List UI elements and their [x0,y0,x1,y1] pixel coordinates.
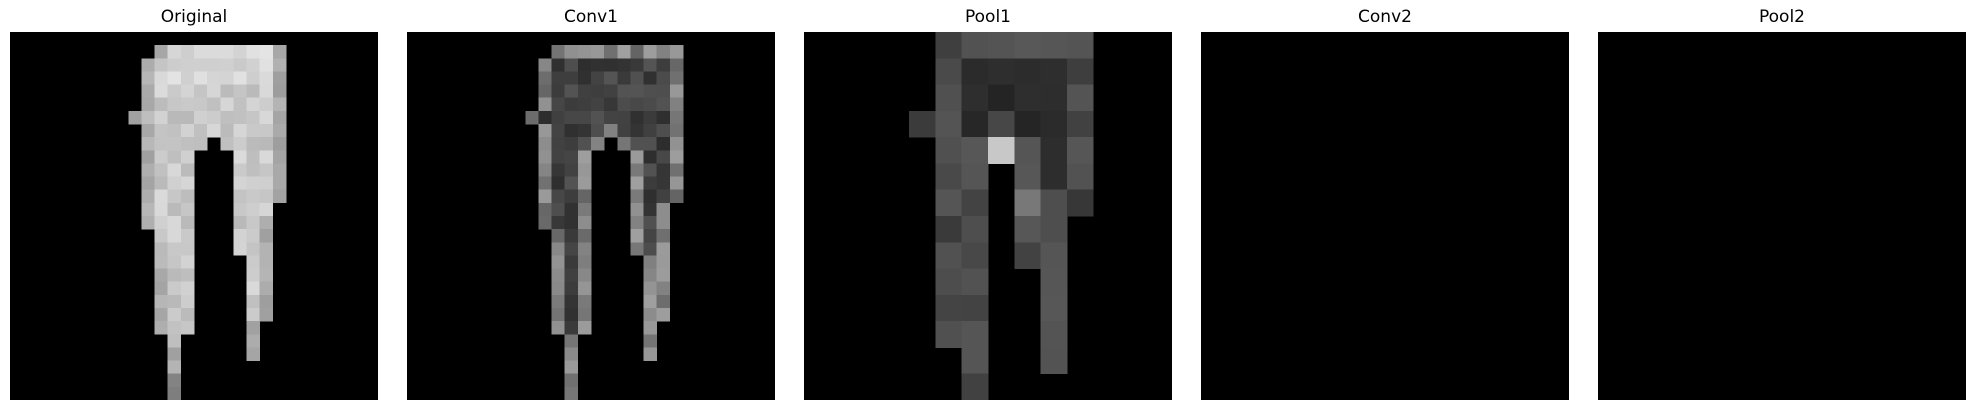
pool1-feature-map [804,32,1172,400]
panel-title: Pool2 [1759,7,1805,27]
panel-conv2: Conv2 [1201,0,1569,410]
panel-title: Pool1 [965,7,1011,27]
panel-title: Conv1 [564,7,618,27]
panel-pool2: Pool2 [1598,0,1966,410]
conv2-feature-map [1201,32,1569,400]
panel-conv1: Conv1 [407,0,775,410]
panel-original: Original [10,0,378,410]
panel-title: Original [160,7,228,27]
panel-title: Conv2 [1358,7,1412,27]
original-image [10,32,378,400]
pool2-feature-map [1598,32,1966,400]
panel-pool1: Pool1 [804,0,1172,410]
conv1-feature-map [407,32,775,400]
